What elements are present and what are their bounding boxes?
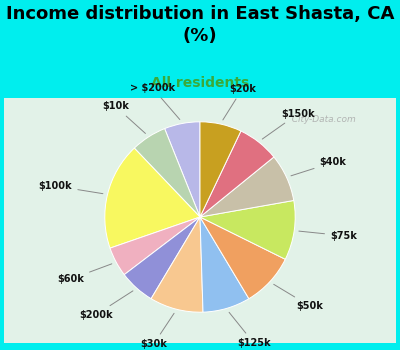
Text: $40k: $40k [291,158,346,176]
Wedge shape [151,217,203,312]
Wedge shape [110,217,200,275]
Wedge shape [165,122,200,217]
Wedge shape [200,131,274,217]
Text: $75k: $75k [299,231,357,241]
Wedge shape [124,217,200,299]
Wedge shape [134,128,200,217]
Text: $100k: $100k [39,181,103,194]
Wedge shape [200,122,241,217]
Wedge shape [200,217,285,299]
Text: > $200k: > $200k [130,83,180,120]
Wedge shape [200,157,294,217]
FancyBboxPatch shape [0,96,400,345]
Text: $60k: $60k [57,264,112,284]
Text: All residents: All residents [151,76,249,90]
Wedge shape [105,148,200,248]
Text: $125k: $125k [229,312,271,348]
Wedge shape [200,201,295,259]
Wedge shape [200,217,249,312]
Text: $10k: $10k [102,102,146,133]
Text: $150k: $150k [262,109,315,139]
Text: $30k: $30k [140,313,174,349]
Text: $20k: $20k [223,84,256,120]
Text: $50k: $50k [274,284,323,311]
Text: City-Data.com: City-Data.com [286,115,356,124]
Text: $200k: $200k [79,291,133,320]
Text: Income distribution in East Shasta, CA
(%): Income distribution in East Shasta, CA (… [6,5,394,46]
